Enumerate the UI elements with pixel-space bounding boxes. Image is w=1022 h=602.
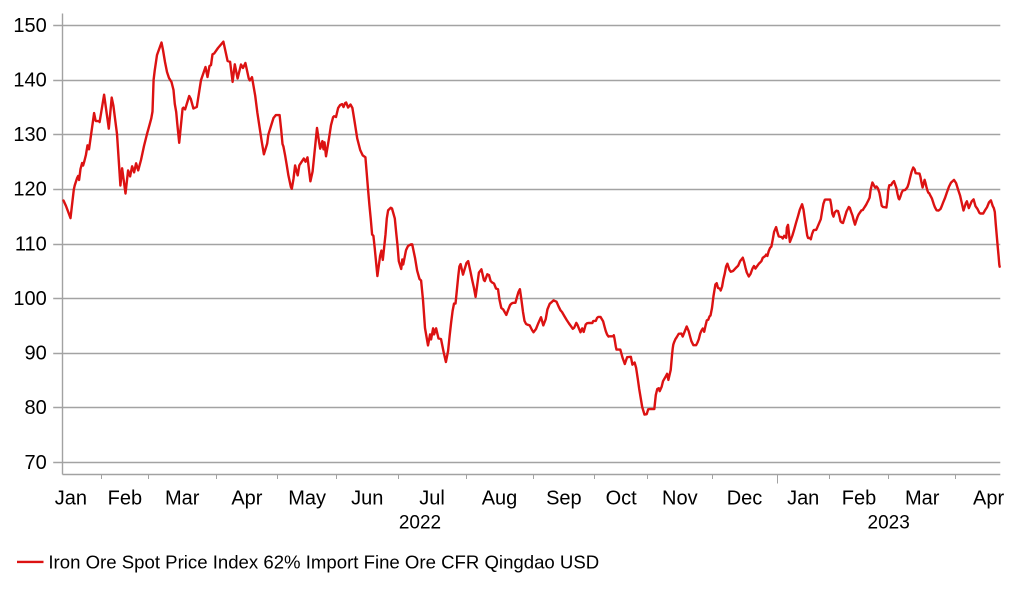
svg-text:Dec: Dec xyxy=(727,487,763,509)
svg-text:Sep: Sep xyxy=(546,487,582,509)
svg-text:100: 100 xyxy=(13,288,46,310)
svg-text:90: 90 xyxy=(25,343,47,365)
svg-text:120: 120 xyxy=(13,179,46,201)
svg-text:Mar: Mar xyxy=(165,487,200,509)
svg-text:130: 130 xyxy=(13,124,46,146)
svg-text:Jan: Jan xyxy=(55,487,87,509)
svg-text:150: 150 xyxy=(13,15,46,37)
svg-text:Apr: Apr xyxy=(231,487,262,509)
svg-text:Feb: Feb xyxy=(108,487,142,509)
svg-text:2023: 2023 xyxy=(868,513,910,534)
svg-text:Jul: Jul xyxy=(419,487,445,509)
svg-text:Apr: Apr xyxy=(973,487,1004,509)
svg-text:Jun: Jun xyxy=(351,487,383,509)
svg-text:70: 70 xyxy=(25,452,47,474)
svg-text:Aug: Aug xyxy=(482,487,518,509)
svg-text:May: May xyxy=(288,487,326,509)
svg-text:2022: 2022 xyxy=(399,513,441,534)
svg-text:Mar: Mar xyxy=(905,487,940,509)
svg-text:110: 110 xyxy=(15,233,47,255)
svg-text:Iron Ore Spot Price Index 62%: Iron Ore Spot Price Index 62% Import Fin… xyxy=(48,552,599,573)
svg-text:140: 140 xyxy=(13,70,46,92)
svg-text:Jan: Jan xyxy=(787,487,819,509)
svg-text:80: 80 xyxy=(25,397,47,419)
svg-text:Nov: Nov xyxy=(662,487,698,509)
svg-text:Oct: Oct xyxy=(606,487,638,509)
svg-text:Feb: Feb xyxy=(842,487,876,509)
